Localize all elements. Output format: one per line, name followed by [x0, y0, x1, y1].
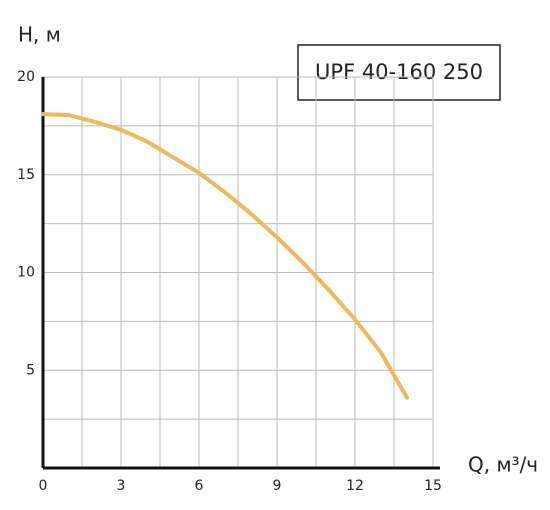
- x-axis-label: Q, м³/ч: [468, 453, 538, 477]
- x-tick-label: 12: [346, 478, 364, 494]
- curve: [41, 112, 409, 400]
- y-tick-label: 20: [17, 69, 35, 85]
- x-tick-label: 9: [273, 478, 282, 494]
- y-tick-label: 10: [17, 265, 35, 281]
- x-tick-label: 6: [195, 478, 204, 494]
- title-box: [297, 44, 501, 101]
- chart-title: UPF 40-160 250: [315, 60, 483, 84]
- y-axis-label: H, м: [18, 23, 61, 47]
- x-tick-label: 3: [117, 478, 126, 494]
- x-tick-label: 0: [39, 478, 48, 494]
- y-tick-label: 15: [17, 167, 35, 183]
- x-tick-label: 15: [424, 478, 442, 494]
- y-tick-label: 5: [26, 362, 35, 378]
